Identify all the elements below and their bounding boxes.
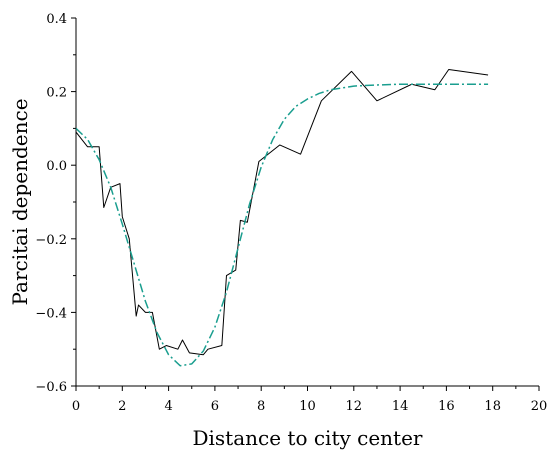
x-tick-label: 6 [211,399,219,414]
x-tick-label: 10 [299,399,316,414]
x-tick-label: 20 [531,399,548,414]
series-line-solid [75,69,489,356]
x-tick-label: 2 [118,399,126,414]
y-tick-label: −0.6 [35,380,67,395]
y-tick-label: 0.2 [46,86,67,101]
x-axis-title: Distance to city center [192,426,422,450]
x-tick-label: 12 [346,399,363,414]
x-tick-label: 18 [484,399,501,414]
x-ticks: 0 2 4 6 8 10 12 14 16 18 20 [72,386,547,414]
x-tick-label: 14 [392,399,409,414]
series-line-fit [75,83,489,367]
x-tick-label: 4 [164,399,172,414]
y-tick-label: 0.0 [46,159,67,174]
x-tick-label: 0 [72,399,80,414]
y-tick-label: −0.2 [35,233,67,248]
series-layer [75,69,489,367]
y-tick-label: −0.4 [35,306,67,321]
x-tick-label: 8 [257,399,265,414]
y-axis-title: Parcitai dependence [8,98,32,305]
y-ticks: −0.6 −0.4 −0.2 0.0 0.2 0.4 [35,12,76,395]
y-tick-label: 0.4 [46,12,67,27]
x-tick-label: 16 [438,399,455,414]
plot-area: 0 2 4 6 8 10 12 14 16 18 20 −0.6 −0.4 −0.2 0.0 0.2 0.4 [35,12,547,414]
